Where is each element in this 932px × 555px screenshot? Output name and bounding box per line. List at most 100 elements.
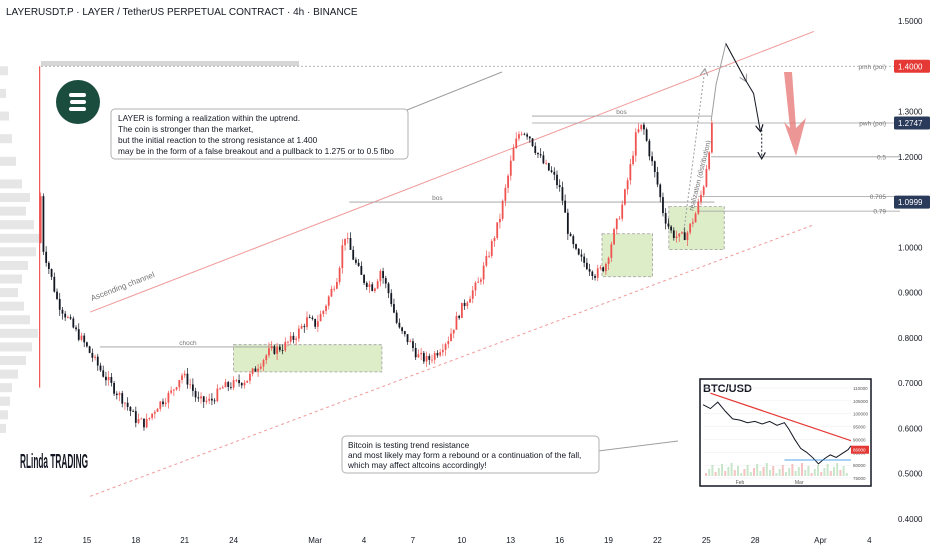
candle-body bbox=[292, 335, 295, 340]
inset-volume-bar bbox=[810, 473, 813, 476]
x-tick-label: 7 bbox=[411, 536, 416, 545]
x-tick-label: 28 bbox=[751, 536, 760, 545]
inset-volume-bar bbox=[829, 471, 832, 476]
candle-body bbox=[126, 402, 129, 407]
candle-body bbox=[194, 390, 197, 398]
candle-body bbox=[213, 400, 216, 402]
candle-body bbox=[80, 335, 83, 340]
inset-price-line bbox=[702, 401, 852, 465]
inset-x-tick: Feb bbox=[736, 480, 745, 486]
candle-body bbox=[178, 380, 181, 388]
channel-lower-line bbox=[89, 224, 815, 497]
candle-body bbox=[129, 406, 132, 412]
candle-body bbox=[447, 341, 450, 345]
candle-body bbox=[330, 288, 333, 297]
candle-body bbox=[124, 402, 126, 404]
inset-volume-bar bbox=[717, 468, 720, 476]
inset-volume-bar bbox=[711, 465, 714, 476]
candle-body bbox=[145, 418, 148, 428]
inset-volume-bar bbox=[778, 469, 781, 476]
candle-body bbox=[379, 271, 382, 282]
inset-volume-bar bbox=[813, 469, 816, 476]
candle-body bbox=[670, 226, 673, 231]
level-label: 0.5 bbox=[877, 154, 886, 161]
candle-body bbox=[469, 298, 471, 303]
candle-body bbox=[403, 331, 406, 335]
candle-body bbox=[428, 356, 431, 360]
candle-body bbox=[110, 377, 113, 383]
candle-body bbox=[64, 313, 67, 318]
x-tick-label: 4 bbox=[362, 536, 367, 545]
candle-body bbox=[460, 302, 463, 318]
volume-profile-bar bbox=[0, 315, 30, 325]
candle-body bbox=[91, 352, 94, 358]
structure-label: bos bbox=[432, 195, 443, 202]
volume-profile-bar bbox=[0, 342, 32, 352]
candle-body bbox=[287, 341, 289, 343]
candle-body bbox=[406, 334, 409, 343]
price-axis[interactable]: 1.50001.40001.30001.20001.10001.00000.90… bbox=[894, 17, 930, 524]
candle-body bbox=[450, 333, 452, 342]
candle-body bbox=[374, 288, 376, 291]
candle-body bbox=[205, 400, 208, 402]
volume-profile-bar bbox=[0, 111, 9, 121]
candle-body bbox=[208, 398, 211, 401]
candle-body bbox=[539, 154, 542, 156]
candle-body bbox=[689, 223, 692, 233]
volume-profile-bar bbox=[0, 88, 6, 98]
inset-volume-bar bbox=[807, 466, 810, 476]
brand-logo: RLinda TRADING bbox=[20, 451, 88, 473]
inset-volume-bar bbox=[753, 468, 755, 476]
inset-volume-bar bbox=[705, 473, 707, 476]
projection-path-down bbox=[725, 43, 760, 130]
candle-body bbox=[94, 356, 96, 358]
volume-profile bbox=[0, 66, 40, 433]
inset-volume-bar bbox=[781, 465, 784, 476]
inset-volume-bar bbox=[759, 471, 762, 476]
candle-body bbox=[66, 317, 69, 318]
candle-body bbox=[335, 281, 338, 289]
candle-body bbox=[219, 388, 221, 390]
candle-body bbox=[306, 317, 308, 328]
btc-callout-line-2: and most likely may form a rebound or a … bbox=[348, 450, 581, 460]
volume-profile-bar bbox=[0, 193, 30, 203]
inset-y-tick: 90000 bbox=[853, 437, 866, 442]
candle-body bbox=[151, 413, 154, 418]
candle-body bbox=[556, 174, 558, 186]
candle-body bbox=[662, 197, 664, 214]
candle-body bbox=[200, 396, 202, 399]
candle-body bbox=[422, 352, 425, 362]
candle-body bbox=[349, 238, 352, 250]
candle-body bbox=[537, 152, 539, 155]
candle-body bbox=[504, 187, 507, 201]
time-axis[interactable]: 12 15 18 21 24 Mar 4 7 10 13 16 19 22 25 28 Apr 4 bbox=[34, 536, 873, 545]
candle-body bbox=[558, 185, 561, 188]
price-tag-label: 1.2747 bbox=[898, 119, 923, 128]
inset-volume-bar bbox=[724, 471, 727, 476]
candle-body bbox=[202, 396, 205, 402]
x-tick-label: 25 bbox=[702, 536, 711, 545]
candle-body bbox=[624, 189, 626, 205]
bitcoin-callout: Bitcoin is testing trend resistance and … bbox=[341, 435, 679, 474]
candle-body bbox=[102, 370, 105, 377]
candle-body bbox=[697, 201, 700, 214]
candle-body bbox=[75, 327, 77, 330]
candle-body bbox=[382, 271, 384, 279]
candle-body bbox=[531, 138, 534, 147]
candle-body bbox=[276, 346, 279, 354]
candle-body bbox=[681, 232, 683, 234]
candle-body bbox=[376, 281, 379, 289]
inset-volume-bar bbox=[769, 470, 771, 476]
candle-body bbox=[352, 249, 355, 260]
candle-body bbox=[656, 171, 659, 185]
candle-body bbox=[550, 170, 553, 172]
candle-body bbox=[50, 268, 53, 277]
candle-body bbox=[523, 133, 526, 135]
candle-body bbox=[77, 329, 80, 340]
volume-profile-bar bbox=[0, 383, 12, 393]
candle-body bbox=[314, 318, 317, 327]
candle-body bbox=[143, 418, 145, 428]
inset-volume-bar bbox=[727, 467, 730, 476]
